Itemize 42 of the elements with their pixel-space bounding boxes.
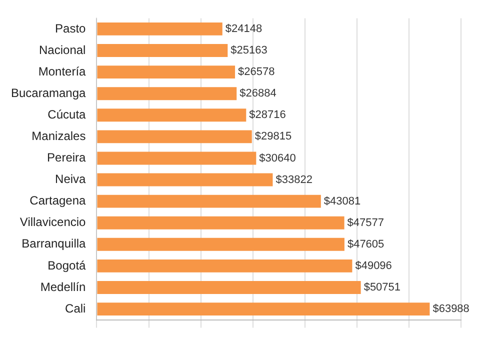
y-tick-label: Cúcuta xyxy=(48,107,86,122)
bar xyxy=(97,302,430,316)
y-tick-label: Montería xyxy=(38,64,86,78)
data-label: $30640 xyxy=(259,152,296,164)
bar xyxy=(97,173,273,186)
y-tick-label: Barranquilla xyxy=(22,236,86,251)
y-tick-label: Villavicencio xyxy=(20,215,86,230)
data-label: $26578 xyxy=(238,66,275,78)
y-tick-label: Manizales xyxy=(32,129,86,143)
data-label: $33822 xyxy=(276,174,312,186)
data-label: $26884 xyxy=(240,88,276,100)
bar xyxy=(97,259,352,272)
bar xyxy=(97,108,246,122)
bar xyxy=(97,22,222,36)
data-label: $43081 xyxy=(324,195,361,208)
bar xyxy=(97,130,252,144)
data-label: $24148 xyxy=(225,23,262,36)
data-label: $47577 xyxy=(347,216,384,229)
y-tick-label: Cartagena xyxy=(30,194,86,208)
y-tick-label: Pereira xyxy=(47,150,86,165)
y-tick-label: Bogotá xyxy=(48,258,86,272)
data-label: $29815 xyxy=(254,130,292,143)
bar xyxy=(97,281,361,294)
bar xyxy=(97,216,344,230)
data-label: $49096 xyxy=(355,260,392,272)
y-tick-label: Neiva xyxy=(55,172,86,186)
y-tick-label: Pasto xyxy=(55,21,86,36)
data-label: $50751 xyxy=(364,282,401,294)
y-tick-label: Medellín xyxy=(40,280,86,294)
y-tick-label: Bucaramanga xyxy=(10,86,86,100)
y-tick-label: Nacional xyxy=(39,42,86,57)
data-label: $63988 xyxy=(432,303,470,316)
bar xyxy=(97,44,228,57)
bar xyxy=(97,194,321,208)
bar xyxy=(97,238,344,251)
y-tick-label: Cali xyxy=(65,301,86,316)
bar xyxy=(97,152,256,165)
data-label: $47605 xyxy=(347,238,384,250)
bar xyxy=(97,87,237,100)
bar xyxy=(97,66,236,79)
data-label: $28716 xyxy=(249,109,286,122)
data-label: $25163 xyxy=(230,44,268,57)
